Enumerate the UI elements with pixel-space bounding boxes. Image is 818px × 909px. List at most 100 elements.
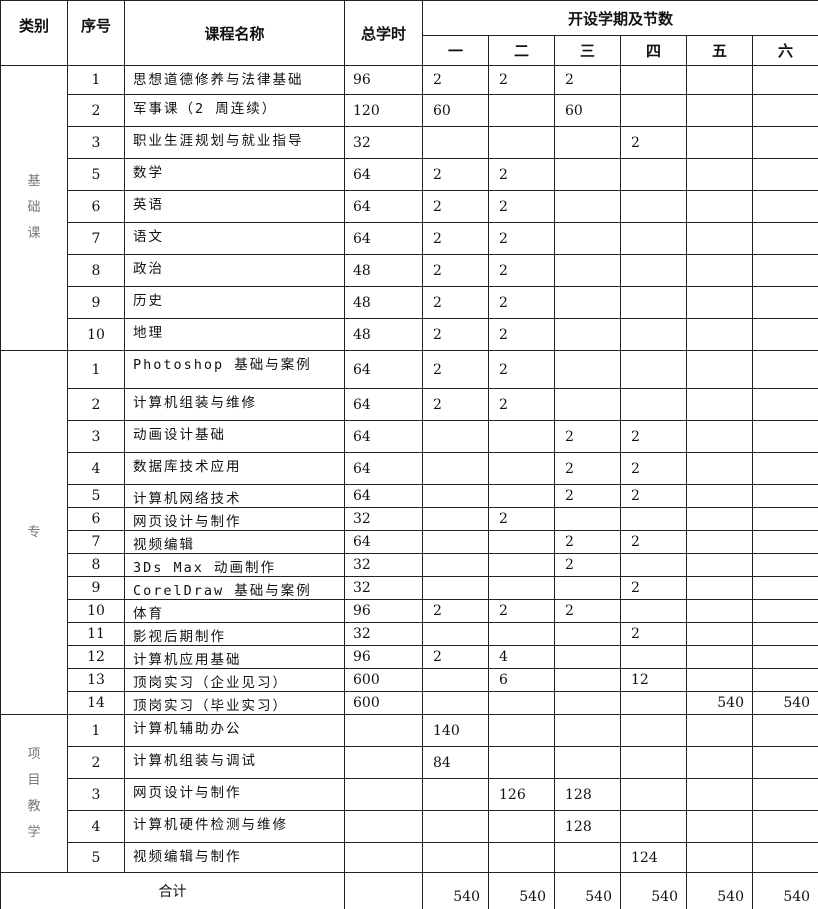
hours-cell: 64 xyxy=(344,222,423,255)
semester-4-cell: 2 xyxy=(620,484,687,508)
table-row: 9 历史 48 2 2 xyxy=(1,286,818,319)
table-row: 5 计算机网络技术 64 2 2 xyxy=(1,484,818,508)
semester-3-cell xyxy=(554,645,621,669)
course-name-cell: 体育 xyxy=(124,599,345,623)
total-semester-3-cell: 540 xyxy=(554,872,621,909)
semester-2-cell xyxy=(488,714,555,747)
semester-6-cell xyxy=(751,94,818,127)
course-name-cell: 网页设计与制作 xyxy=(124,507,345,531)
semester-2-cell: 2 xyxy=(488,65,555,95)
semester-4-cell xyxy=(620,645,687,669)
semester-4-cell: 2 xyxy=(620,126,687,159)
semester-5-cell xyxy=(686,746,753,779)
course-name-cell: 3Ds Max 动画制作 xyxy=(124,553,345,577)
seq-cell: 7 xyxy=(67,530,125,554)
hours-cell xyxy=(344,778,423,811)
hours-cell: 32 xyxy=(344,126,423,159)
semester-4-cell: 124 xyxy=(620,842,687,873)
table-row: 2 计算机组装与调试 84 xyxy=(1,746,818,779)
semester-3-cell xyxy=(554,388,621,421)
course-name-cell: 军事课（2 周连续） xyxy=(124,94,345,127)
semester-2-cell xyxy=(488,691,555,715)
semester-4-cell: 2 xyxy=(620,530,687,554)
semester-1-cell: 2 xyxy=(422,254,489,287)
hours-cell: 32 xyxy=(344,553,423,577)
semester-5-cell xyxy=(686,507,753,531)
course-name-cell: 英语 xyxy=(124,190,345,223)
hours-cell: 600 xyxy=(344,691,423,715)
header-semester-6: 六 xyxy=(751,35,818,66)
semester-1-cell: 2 xyxy=(422,350,489,389)
table-row: 3 职业生涯规划与就业指导 32 2 xyxy=(1,126,818,159)
semester-6-cell: 540 xyxy=(751,691,818,715)
semester-2-cell: 2 xyxy=(488,318,555,351)
semester-3-cell: 2 xyxy=(554,420,621,453)
semester-6-cell xyxy=(751,254,818,287)
course-name-cell: 历史 xyxy=(124,286,345,319)
seq-cell: 9 xyxy=(67,576,125,600)
semester-4-cell xyxy=(620,254,687,287)
semester-1-cell: 84 xyxy=(422,746,489,779)
semester-6-cell xyxy=(751,350,818,389)
semester-4-cell xyxy=(620,318,687,351)
course-name-cell: 计算机组装与维修 xyxy=(124,388,345,421)
total-row: 合计 540 540 540 540 540 540 xyxy=(0,872,818,909)
course-name-cell: CorelDraw 基础与案例 xyxy=(124,576,345,600)
semester-6-cell xyxy=(751,599,818,623)
hours-cell: 96 xyxy=(344,645,423,669)
course-name-cell: 政治 xyxy=(124,254,345,287)
seq-cell: 13 xyxy=(67,668,125,692)
semester-4-cell xyxy=(620,599,687,623)
semester-2-cell xyxy=(488,622,555,646)
hours-cell xyxy=(344,714,423,747)
course-name-cell: 语文 xyxy=(124,222,345,255)
semester-5-cell xyxy=(686,126,753,159)
hours-cell: 64 xyxy=(344,388,423,421)
course-name-cell: 职业生涯规划与就业指导 xyxy=(124,126,345,159)
semester-6-cell xyxy=(751,810,818,843)
semester-5-cell xyxy=(686,350,753,389)
table-row: 4 数据库技术应用 64 2 2 xyxy=(1,452,818,485)
semester-3-cell xyxy=(554,318,621,351)
header-semester-2: 二 xyxy=(488,35,555,66)
semester-1-cell: 60 xyxy=(422,94,489,127)
semester-3-cell xyxy=(554,350,621,389)
header-semester-3: 三 xyxy=(554,35,621,66)
semester-5-cell xyxy=(686,94,753,127)
semester-2-cell: 2 xyxy=(488,158,555,191)
hours-cell: 48 xyxy=(344,286,423,319)
total-semester-5-cell: 540 xyxy=(686,872,753,909)
semester-3-cell: 2 xyxy=(554,530,621,554)
semester-5-cell xyxy=(686,318,753,351)
header-semesters-title: 开设学期及节数 xyxy=(421,0,818,36)
semester-1-cell: 2 xyxy=(422,222,489,255)
semester-1-cell: 2 xyxy=(422,388,489,421)
semester-5-cell xyxy=(686,553,753,577)
course-name-cell: 计算机应用基础 xyxy=(124,645,345,669)
category-label: 专 xyxy=(27,524,41,540)
semester-1-cell: 140 xyxy=(422,714,489,747)
semester-3-cell xyxy=(554,842,621,873)
semester-3-cell: 2 xyxy=(554,65,621,95)
semester-6-cell xyxy=(751,452,818,485)
table-row: 基础课 1 思想道德修养与法律基础 96 2 2 2 xyxy=(0,65,818,351)
header-semester-1: 一 xyxy=(422,35,489,66)
course-name-cell: 视频编辑与制作 xyxy=(124,842,345,873)
seq-cell: 3 xyxy=(67,778,125,811)
semester-2-cell: 2 xyxy=(488,599,555,623)
seq-cell: 5 xyxy=(67,158,125,191)
semester-2-cell: 2 xyxy=(488,222,555,255)
table-row: 12 计算机应用基础 96 2 4 xyxy=(1,645,818,669)
hours-cell: 32 xyxy=(344,622,423,646)
hours-cell: 64 xyxy=(344,452,423,485)
header-category: 类别 xyxy=(0,0,68,66)
seq-cell: 2 xyxy=(67,746,125,779)
semester-1-cell: 2 xyxy=(422,599,489,623)
semester-3-cell: 128 xyxy=(554,778,621,811)
semester-3-cell xyxy=(554,190,621,223)
semester-1-cell xyxy=(422,622,489,646)
header-semester-4: 四 xyxy=(620,35,687,66)
semester-2-cell xyxy=(488,553,555,577)
seq-cell: 8 xyxy=(67,254,125,287)
